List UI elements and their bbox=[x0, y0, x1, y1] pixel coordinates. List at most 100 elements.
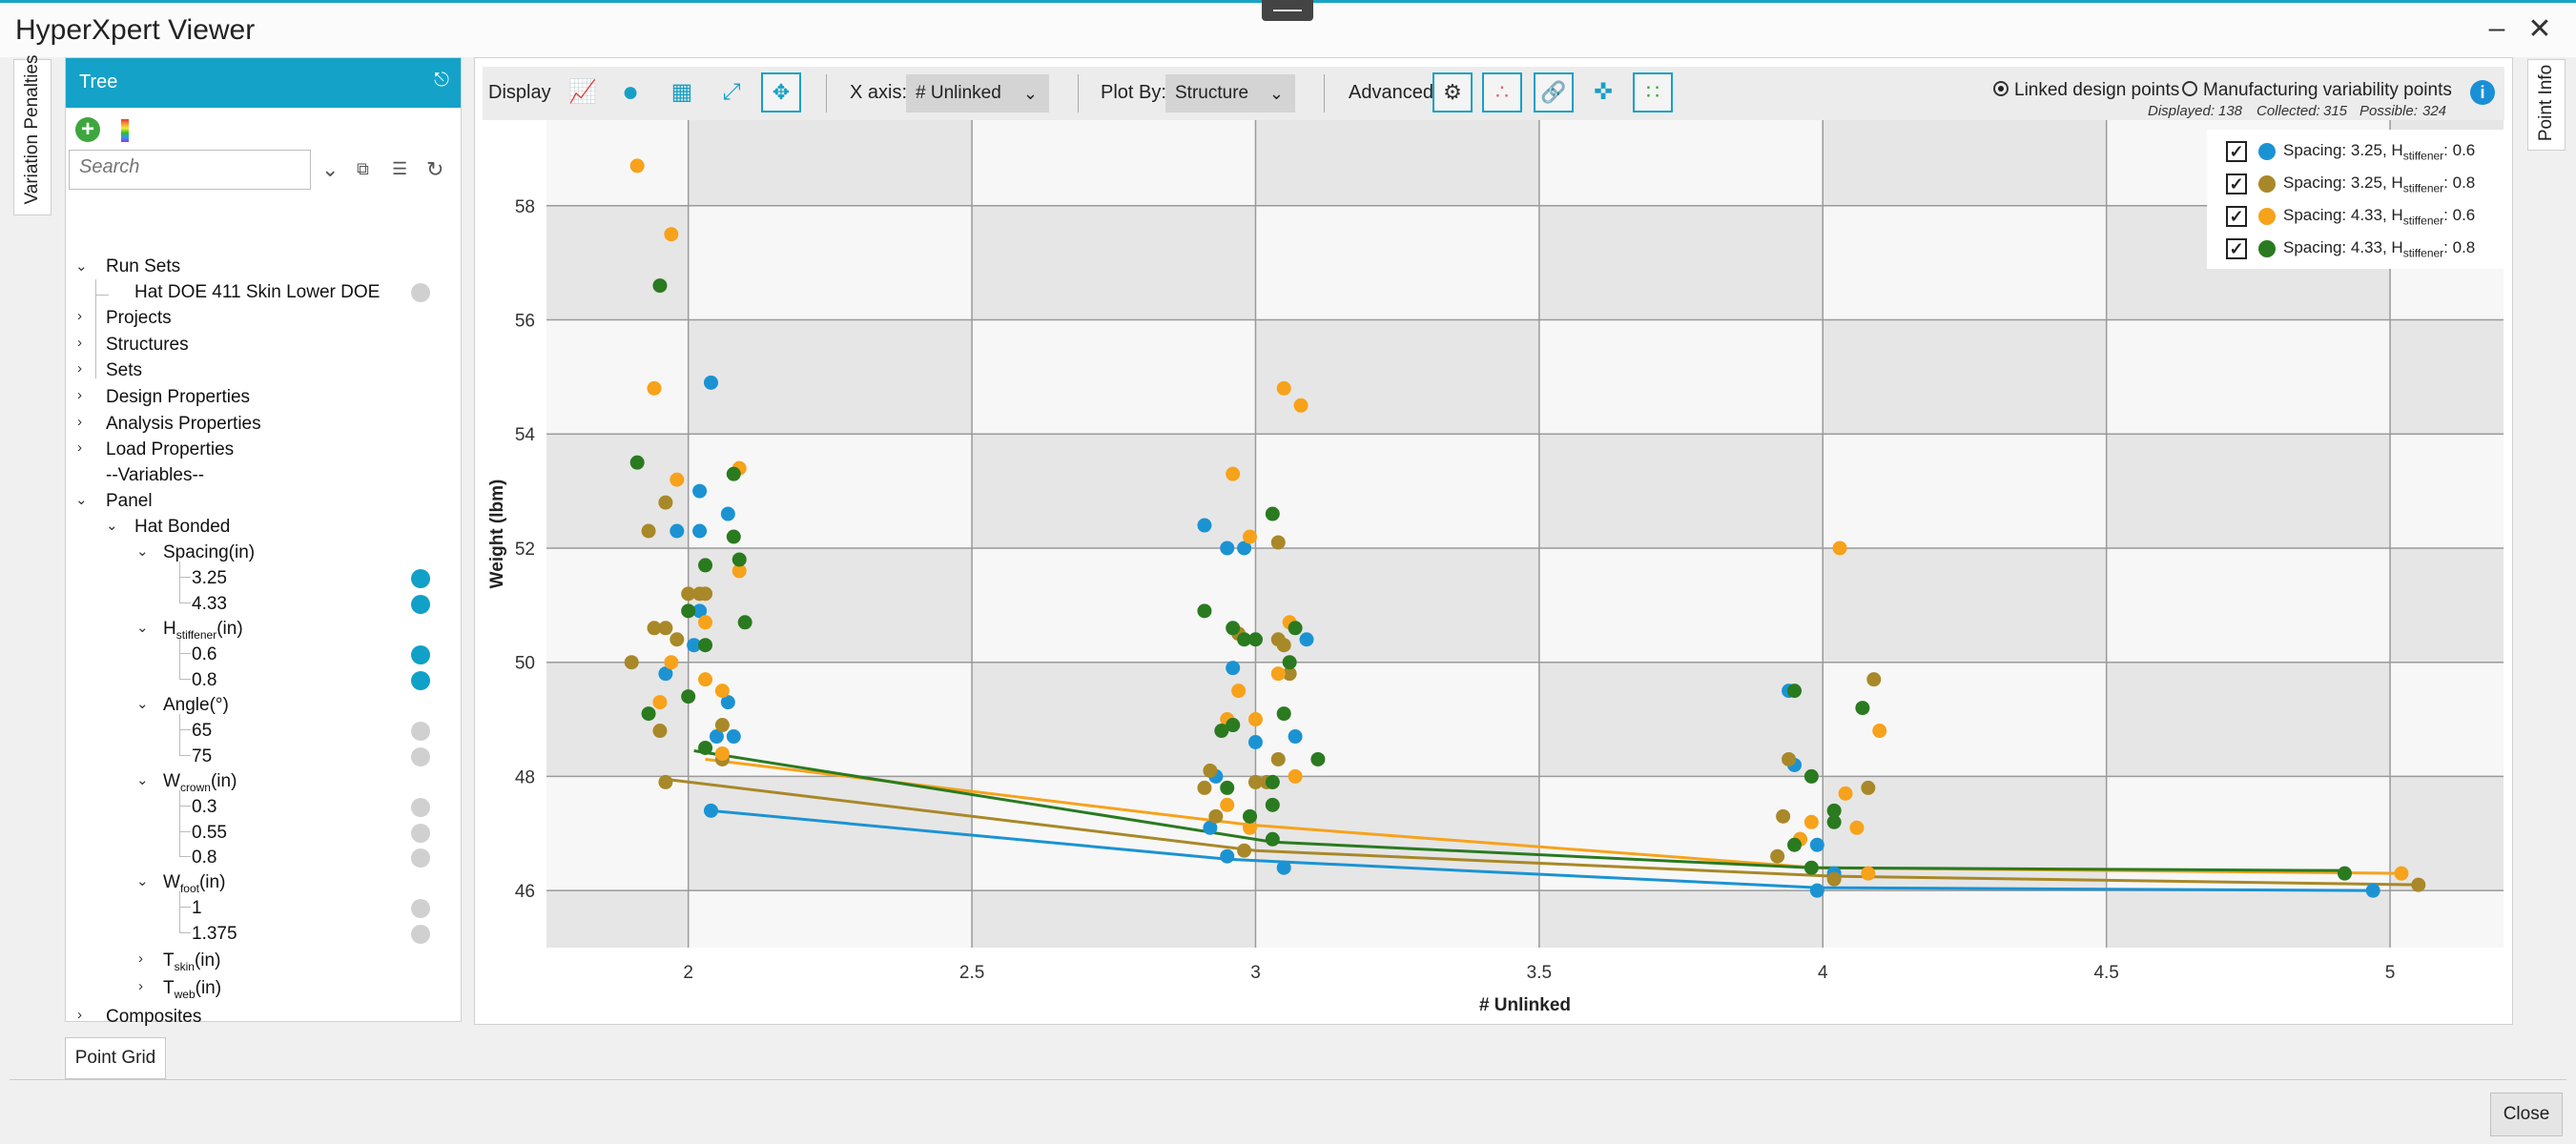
tree-item-analysis-properties[interactable]: Analysis Properties bbox=[106, 414, 261, 434]
data-point bbox=[1826, 814, 1842, 829]
hierarchy-icon[interactable]: ☰ bbox=[392, 159, 408, 178]
collapse-all-icon[interactable]: ⧉ bbox=[357, 159, 369, 178]
scatter-dot-icon[interactable]: ● bbox=[621, 76, 640, 108]
displayed-count: 138 bbox=[2218, 103, 2243, 119]
legend-checkbox[interactable]: ✓ bbox=[2226, 206, 2247, 227]
legend-checkbox[interactable]: ✓ bbox=[2226, 238, 2247, 259]
close-window-button[interactable]: ✕ bbox=[2527, 13, 2552, 45]
status-dot[interactable] bbox=[411, 899, 430, 918]
status-dot[interactable] bbox=[411, 925, 430, 944]
tree-item-sets[interactable]: Sets bbox=[106, 360, 143, 380]
tree-item-spacing[interactable]: Spacing(in) bbox=[163, 542, 256, 562]
tree-item-load-properties[interactable]: Load Properties bbox=[106, 439, 235, 460]
status-dot[interactable] bbox=[411, 569, 430, 588]
multi-color-button[interactable]: ∷ bbox=[1633, 72, 1673, 112]
settings-gear-button[interactable]: ⚙ bbox=[1432, 72, 1473, 112]
tree-item-wcrown-055[interactable]: 0.55 bbox=[192, 823, 227, 843]
collapsed-arrow-icon[interactable]: › bbox=[77, 414, 82, 430]
tree-item-wfoot-1[interactable]: 1 bbox=[192, 898, 202, 918]
xaxis-select[interactable]: # Unlinked ⌄ bbox=[906, 74, 1049, 112]
grid-band bbox=[1538, 434, 1824, 548]
status-dot[interactable] bbox=[411, 824, 430, 843]
data-point bbox=[1838, 786, 1853, 801]
variation-penalties-tab[interactable]: Variation Penalties bbox=[13, 54, 52, 215]
linked-points-label[interactable]: Linked design points bbox=[2014, 80, 2180, 100]
tree-item-tskin[interactable]: Tskin(in) bbox=[163, 950, 220, 973]
tree-item-angle-65[interactable]: 65 bbox=[192, 721, 213, 741]
tree-item-wcrown-08[interactable]: 0.8 bbox=[192, 848, 217, 868]
tree-item-run-sets[interactable]: Run Sets bbox=[106, 256, 181, 276]
collapsed-arrow-icon[interactable]: › bbox=[138, 950, 143, 967]
close-button[interactable]: Close bbox=[2490, 1093, 2563, 1136]
tree-item-angle-75[interactable]: 75 bbox=[192, 746, 213, 766]
tree-item-wcrown[interactable]: Wcrown(in) bbox=[163, 771, 237, 794]
tree-item-wfoot-1375[interactable]: 1.375 bbox=[192, 924, 237, 944]
plotby-select[interactable]: Structure ⌄ bbox=[1165, 74, 1295, 112]
expand-arrow-icon[interactable]: ⌄ bbox=[106, 518, 118, 534]
mfg-variability-label[interactable]: Manufacturing variability points bbox=[2203, 80, 2452, 100]
tree-item-wfoot[interactable]: Wfoot(in) bbox=[163, 872, 225, 895]
tree-item-spacing-325[interactable]: 3.25 bbox=[192, 568, 227, 588]
tree-item-composites[interactable]: Composites bbox=[106, 1007, 202, 1027]
scatter-points-button[interactable]: ∴ bbox=[1482, 72, 1522, 112]
tree-item-hat-doe[interactable]: Hat DOE 411 Skin Lower DOE bbox=[134, 282, 381, 302]
expand-arrow-icon[interactable]: ⌄ bbox=[136, 620, 149, 636]
collapsed-arrow-icon[interactable]: › bbox=[77, 308, 82, 324]
tree-item-spacing-433[interactable]: 4.33 bbox=[192, 594, 227, 614]
status-dot[interactable] bbox=[411, 848, 430, 868]
tree-item-projects[interactable]: Projects bbox=[106, 308, 172, 328]
collapsed-arrow-icon[interactable]: › bbox=[138, 978, 143, 994]
expand-arrow-icon[interactable]: ⌄ bbox=[136, 543, 149, 560]
status-dot[interactable] bbox=[411, 798, 430, 817]
expand-arrow-icon[interactable]: ⌄ bbox=[136, 696, 149, 712]
status-dot[interactable] bbox=[411, 595, 430, 614]
tree-item-design-properties[interactable]: Design Properties bbox=[106, 387, 251, 407]
tree-item-panel[interactable]: Panel bbox=[106, 491, 153, 511]
tree-item-wcrown-03[interactable]: 0.3 bbox=[192, 797, 217, 817]
minimize-button[interactable]: – bbox=[2488, 12, 2505, 44]
point-info-tab[interactable]: Point Info bbox=[2527, 59, 2566, 151]
jitter-button[interactable]: ✥ bbox=[761, 72, 801, 112]
tree-item-hstiffener[interactable]: Hstiffener(in) bbox=[163, 619, 243, 642]
line-chart-icon[interactable]: 📈 bbox=[568, 79, 597, 105]
legend-checkbox[interactable]: ✓ bbox=[2226, 141, 2247, 162]
grid-band bbox=[688, 319, 973, 435]
expand-arrow-icon[interactable]: ⌄ bbox=[75, 258, 88, 275]
status-dot[interactable] bbox=[411, 747, 430, 766]
data-point bbox=[647, 621, 662, 636]
info-icon[interactable]: i bbox=[2470, 80, 2495, 105]
crosshair-icon[interactable]: ✜ bbox=[1593, 79, 1614, 105]
link-button[interactable]: 🔗 bbox=[1534, 72, 1574, 112]
expand-arrow-icon[interactable]: ⌄ bbox=[136, 873, 149, 889]
tree-item-hat-bonded[interactable]: Hat Bonded bbox=[134, 517, 231, 537]
collapsed-arrow-icon[interactable]: › bbox=[77, 439, 82, 456]
fit-view-icon[interactable]: ⤢ bbox=[722, 79, 741, 105]
status-dot[interactable] bbox=[411, 283, 430, 302]
add-icon[interactable]: + bbox=[75, 117, 100, 142]
point-grid-tab[interactable]: Point Grid bbox=[65, 1037, 166, 1079]
collapsed-arrow-icon[interactable]: › bbox=[77, 1007, 82, 1023]
tree-item-h-06[interactable]: 0.6 bbox=[192, 644, 217, 664]
refresh-icon[interactable]: ↻ bbox=[426, 157, 444, 181]
collapsed-arrow-icon[interactable]: › bbox=[77, 335, 82, 351]
legend-checkbox[interactable]: ✓ bbox=[2226, 174, 2247, 194]
chevron-down-icon[interactable]: ⌄ bbox=[321, 157, 340, 181]
collapsed-arrow-icon[interactable]: › bbox=[77, 360, 82, 377]
tree-item-h-08[interactable]: 0.8 bbox=[192, 670, 217, 690]
grid-icon[interactable]: ▦ bbox=[670, 79, 693, 105]
status-dot[interactable] bbox=[411, 671, 430, 690]
tree-item-tweb[interactable]: Tweb(in) bbox=[163, 978, 221, 1001]
expand-arrow-icon[interactable]: ⌄ bbox=[75, 492, 88, 508]
drag-grip-icon[interactable] bbox=[1262, 0, 1313, 21]
tree-item-structures[interactable]: Structures bbox=[106, 335, 189, 355]
tree-item-angle[interactable]: Angle(°) bbox=[163, 695, 229, 715]
color-palette-icon[interactable] bbox=[121, 119, 129, 142]
status-dot[interactable] bbox=[411, 722, 430, 741]
mfg-variability-radio[interactable] bbox=[2182, 81, 2197, 96]
search-input[interactable] bbox=[70, 151, 308, 184]
status-dot[interactable] bbox=[411, 645, 430, 664]
linked-points-radio[interactable] bbox=[1993, 81, 2009, 96]
expand-arrow-icon[interactable]: ⌄ bbox=[136, 772, 149, 788]
pin-icon[interactable]: ⎋ bbox=[434, 70, 449, 91]
collapsed-arrow-icon[interactable]: › bbox=[77, 387, 82, 403]
